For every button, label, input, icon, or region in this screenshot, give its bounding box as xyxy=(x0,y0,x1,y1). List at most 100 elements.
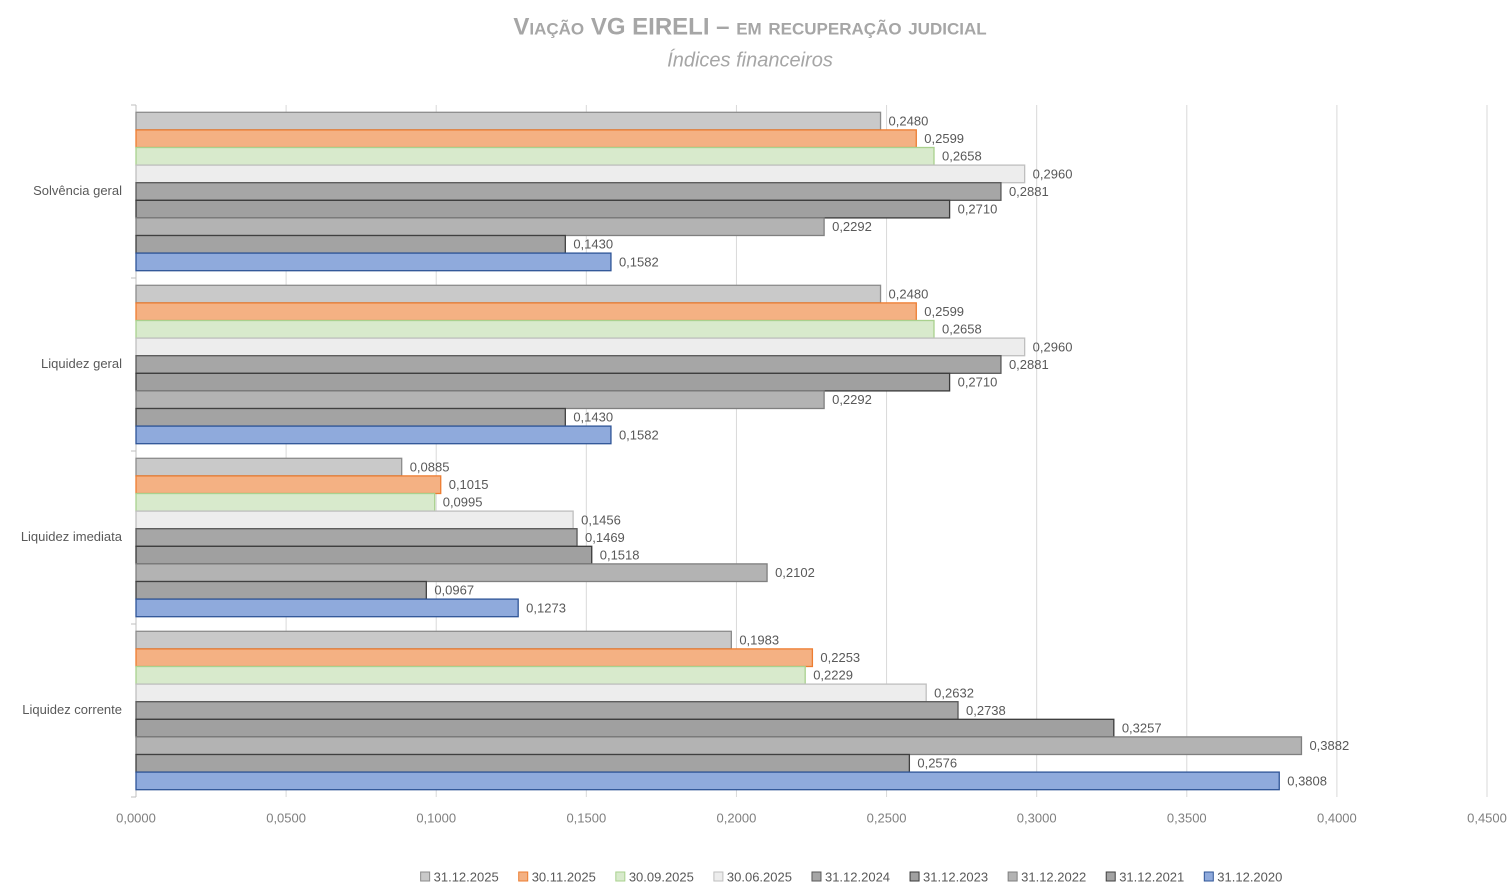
bar xyxy=(135,510,574,530)
data-label: 0,2738 xyxy=(966,703,1006,718)
data-label: 0,2658 xyxy=(942,149,982,164)
data-label: 0,2253 xyxy=(820,650,860,665)
data-label: 0,2480 xyxy=(889,287,929,302)
bar xyxy=(135,355,1002,374)
x-tick-label: 0,1000 xyxy=(416,810,456,825)
data-label: 0,2292 xyxy=(832,392,872,407)
data-label: 0,2599 xyxy=(924,304,964,319)
bar xyxy=(135,234,566,254)
x-tick-label: 0,2000 xyxy=(717,810,757,825)
legend-label: 31.12.2020 xyxy=(1217,869,1282,884)
legend-label: 31.12.2023 xyxy=(923,869,988,884)
bar xyxy=(135,164,1026,184)
bar xyxy=(135,648,814,668)
bar xyxy=(135,771,1280,791)
data-label: 0,2576 xyxy=(917,756,957,771)
legend-label: 30.09.2025 xyxy=(629,869,694,884)
data-label: 0,2632 xyxy=(934,685,974,700)
y-tick-label: Liquidez corrente xyxy=(22,702,122,717)
data-label: 0,0885 xyxy=(410,460,450,475)
bar xyxy=(135,129,917,149)
legend-swatch xyxy=(713,871,724,882)
x-tick-label: 0,4000 xyxy=(1317,810,1357,825)
legend-swatch xyxy=(518,871,529,882)
legend-swatch xyxy=(811,871,822,882)
x-tick-label: 0,0000 xyxy=(116,810,156,825)
x-tick-label: 0,2500 xyxy=(867,810,907,825)
y-tick-label: Solvência geral xyxy=(33,183,122,198)
bar xyxy=(135,492,436,512)
data-label: 0,3882 xyxy=(1309,738,1349,753)
legend-swatch xyxy=(1203,871,1214,882)
bar xyxy=(135,252,612,272)
data-label: 0,2710 xyxy=(958,375,998,390)
data-label: 0,1582 xyxy=(619,427,659,442)
bar xyxy=(135,111,882,131)
legend-swatch xyxy=(1105,871,1116,882)
x-tick-label: 0,3500 xyxy=(1167,810,1207,825)
data-label: 0,1273 xyxy=(526,600,566,615)
legend-swatch xyxy=(420,871,431,882)
data-label: 0,0967 xyxy=(434,583,474,598)
bar xyxy=(135,630,732,650)
x-tick-label: 0,4500 xyxy=(1467,810,1507,825)
bar xyxy=(135,284,882,304)
y-tick-label: Liquidez geral xyxy=(41,356,122,371)
legend-label: 31.12.2022 xyxy=(1021,869,1086,884)
bar xyxy=(135,182,1002,201)
legend-label: 31.12.2024 xyxy=(825,869,890,884)
data-label: 0,2102 xyxy=(775,565,815,580)
bar xyxy=(135,425,612,445)
legend-swatch xyxy=(1007,871,1018,882)
bar xyxy=(135,528,578,547)
x-tick-label: 0,3000 xyxy=(1017,810,1057,825)
data-label: 0,2658 xyxy=(942,322,982,337)
data-label: 0,2960 xyxy=(1033,166,1073,181)
x-tick-label: 0,0500 xyxy=(266,810,306,825)
bar xyxy=(135,457,403,477)
bar xyxy=(135,545,593,565)
bar xyxy=(135,475,442,495)
legend-label: 30.06.2025 xyxy=(727,869,792,884)
data-label: 0,2960 xyxy=(1033,339,1073,354)
legend-swatch xyxy=(909,871,920,882)
data-label: 0,3808 xyxy=(1287,773,1327,788)
data-label: 0,1469 xyxy=(585,530,625,545)
data-label: 0,2480 xyxy=(889,114,929,129)
data-label: 0,2881 xyxy=(1009,357,1049,372)
bar xyxy=(135,302,917,322)
data-label: 0,1015 xyxy=(449,477,489,492)
data-label: 0,2599 xyxy=(924,131,964,146)
data-label: 0,2229 xyxy=(813,668,853,683)
bar xyxy=(135,319,935,339)
legend-swatch xyxy=(615,871,626,882)
bar xyxy=(135,337,1026,357)
data-label: 0,3257 xyxy=(1122,721,1162,736)
data-label: 0,2881 xyxy=(1009,184,1049,199)
bar xyxy=(135,563,768,583)
legend-label: 31.12.2021 xyxy=(1119,869,1184,884)
data-label: 0,2710 xyxy=(958,202,998,217)
bar xyxy=(135,199,951,219)
bar xyxy=(135,217,825,237)
data-label: 0,1430 xyxy=(573,237,613,252)
x-tick-label: 0,1500 xyxy=(566,810,606,825)
bar xyxy=(135,407,566,427)
bar xyxy=(135,736,1303,756)
data-label: 0,1518 xyxy=(600,548,640,563)
bar xyxy=(135,665,806,685)
bar xyxy=(135,372,951,392)
bar xyxy=(135,683,927,703)
bar xyxy=(135,718,1115,738)
bar xyxy=(135,580,427,600)
chart-subtitle: Índices financeiros xyxy=(667,48,833,71)
legend-label: 31.12.2025 xyxy=(434,869,499,884)
data-label: 0,1582 xyxy=(619,254,659,269)
legend-label: 30.11.2025 xyxy=(532,869,596,884)
data-label: 0,2292 xyxy=(832,219,872,234)
bar xyxy=(135,146,935,166)
bar xyxy=(135,598,519,618)
bar xyxy=(135,753,911,773)
data-label: 0,1430 xyxy=(573,410,613,425)
